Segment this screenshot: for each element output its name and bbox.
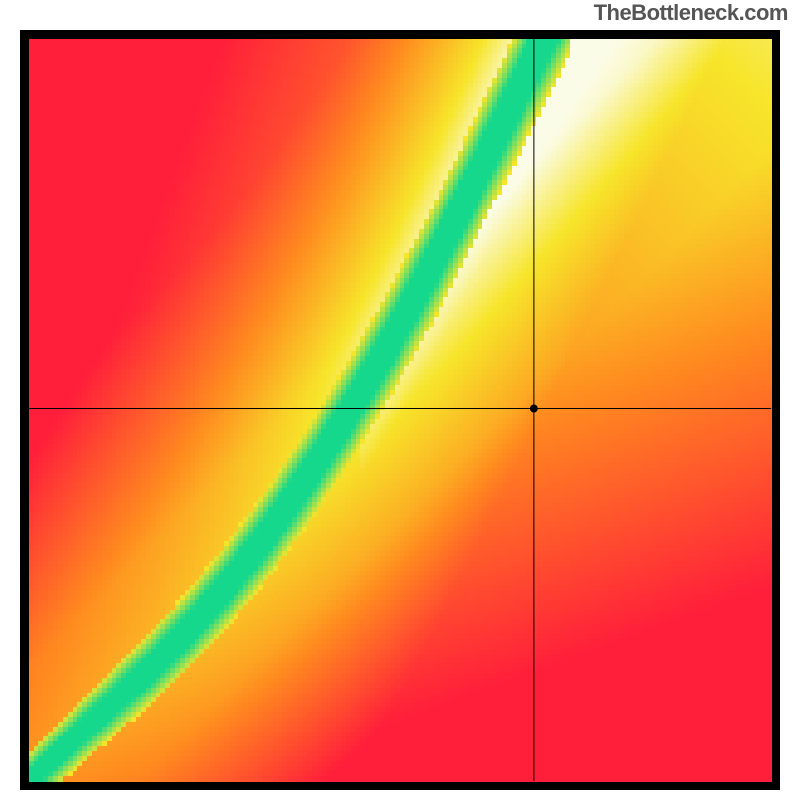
chart-root: TheBottleneck.com [0,0,800,800]
watermark-text: TheBottleneck.com [594,0,788,26]
heatmap-canvas [20,30,780,790]
heatmap-plot [20,30,780,790]
